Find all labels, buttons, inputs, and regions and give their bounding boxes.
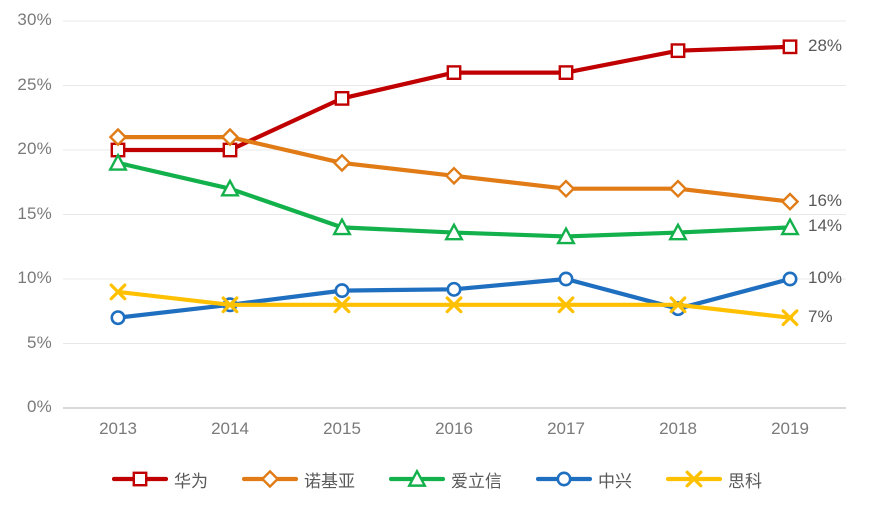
y-axis-tick-label: 25% xyxy=(17,74,52,94)
data-point-marker xyxy=(110,310,126,326)
data-point-marker xyxy=(668,222,688,241)
series-5 xyxy=(109,283,799,327)
series-line xyxy=(115,44,793,153)
data-point-marker xyxy=(332,153,352,173)
data-point-marker xyxy=(781,309,799,327)
legend-item-2[interactable]: 诺基亚 xyxy=(241,467,355,492)
y-axis-tick-label: 10% xyxy=(17,268,52,287)
data-point-marker xyxy=(668,179,688,198)
series-end-label: 10% xyxy=(808,268,843,287)
data-point-marker xyxy=(780,192,800,211)
x-axis-tick-label: 2016 xyxy=(435,419,473,438)
legend-item-4[interactable]: 中兴 xyxy=(535,467,632,492)
data-point-marker xyxy=(333,296,351,314)
data-point-marker xyxy=(220,178,240,197)
data-point-marker xyxy=(445,296,463,314)
legend-marker-icon xyxy=(535,469,593,489)
series-4 xyxy=(110,271,798,326)
y-axis-tick-label: 0% xyxy=(27,397,52,416)
x-axis-tick-label: 2015 xyxy=(323,419,361,438)
data-point-marker xyxy=(108,152,128,171)
legend-marker-icon xyxy=(111,469,169,489)
data-point-marker xyxy=(444,166,464,186)
legend-item-5[interactable]: 思科 xyxy=(665,467,762,492)
legend-item-label: 诺基亚 xyxy=(304,471,355,491)
series-1 xyxy=(110,39,798,158)
x-axis-tick-label: 2017 xyxy=(547,419,585,438)
chart-legend: 华为 诺基亚 爱立信 中兴 思科 xyxy=(0,458,874,500)
data-point-marker xyxy=(556,226,576,245)
legend-item-label: 中兴 xyxy=(598,471,632,491)
x-axis-tick-label: 2019 xyxy=(771,419,809,438)
series-3 xyxy=(108,152,800,245)
data-point-marker xyxy=(782,39,798,55)
legend-item-3[interactable]: 爱立信 xyxy=(388,467,502,492)
data-point-marker xyxy=(334,90,350,106)
legend-item-label: 思科 xyxy=(728,471,762,491)
data-point-marker xyxy=(556,179,576,198)
legend-marker-icon xyxy=(388,468,446,489)
series-end-label: 14% xyxy=(808,216,843,236)
data-point-marker xyxy=(334,283,350,299)
data-point-marker xyxy=(446,281,462,297)
data-point-marker xyxy=(221,296,239,314)
series-end-label: 7% xyxy=(808,306,833,326)
series-end-label: 16% xyxy=(808,190,843,210)
data-point-marker xyxy=(108,127,128,147)
data-point-marker xyxy=(109,283,127,301)
data-point-marker xyxy=(780,217,800,236)
data-point-marker xyxy=(332,217,352,236)
x-axis-tick-label: 2014 xyxy=(211,419,249,438)
y-axis-tick-label: 30% xyxy=(17,10,52,29)
data-point-marker xyxy=(444,222,464,241)
x-axis-tick-label: 2018 xyxy=(659,419,697,438)
data-point-marker xyxy=(446,65,462,81)
y-axis-tick-label: 20% xyxy=(17,139,52,158)
data-point-marker xyxy=(669,296,687,314)
x-axis-tick-label: 2013 xyxy=(99,419,137,438)
legend-item-label: 华为 xyxy=(174,471,208,491)
legend-marker-icon xyxy=(241,469,299,489)
data-point-marker xyxy=(557,296,575,314)
data-point-marker xyxy=(558,271,574,287)
data-point-marker xyxy=(782,271,798,287)
data-point-marker xyxy=(220,127,240,147)
series-end-label: 28% xyxy=(808,35,843,55)
data-point-marker xyxy=(558,65,574,81)
series-2 xyxy=(108,127,800,211)
y-axis-tick-label: 5% xyxy=(27,332,52,352)
data-point-marker xyxy=(670,43,686,59)
legend-item-label: 爱立信 xyxy=(451,471,502,491)
legend-item-1[interactable]: 华为 xyxy=(111,467,208,492)
y-axis-tick-label: 15% xyxy=(17,203,52,223)
legend-marker-icon xyxy=(665,469,723,489)
